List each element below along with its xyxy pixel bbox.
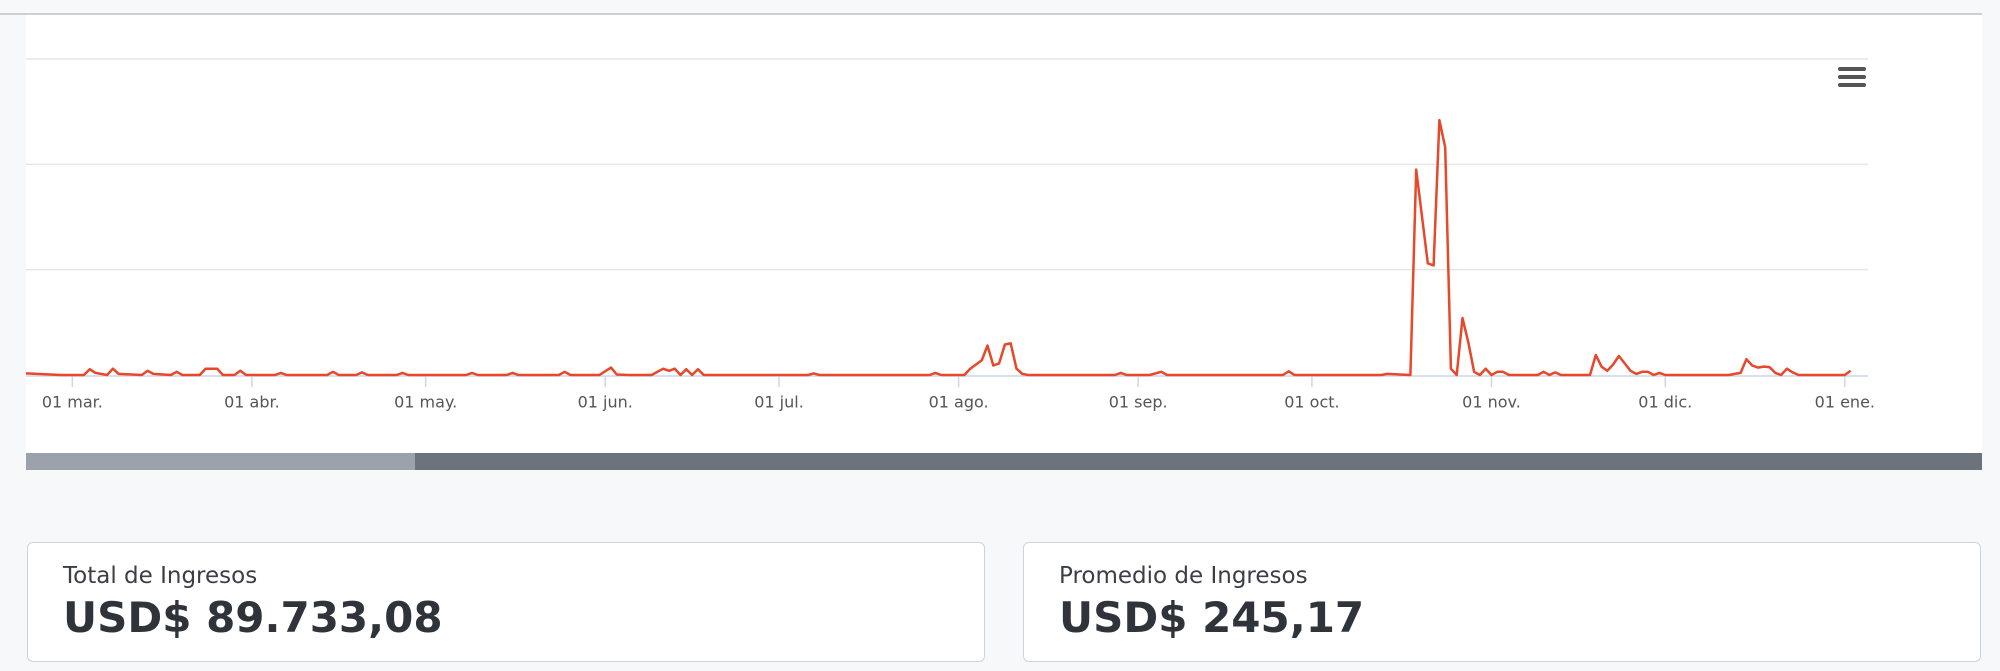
x-tick-label: 01 dic.: [1638, 393, 1692, 412]
chart-background: [26, 14, 1982, 470]
x-tick-label: 01 may.: [394, 393, 457, 412]
menu-bar: [1838, 67, 1866, 71]
x-tick-label: 01 sep.: [1109, 393, 1168, 412]
x-tick-label: 01 ago.: [929, 393, 989, 412]
card: Total de Ingresos USD$ 89.733,08: [27, 542, 985, 662]
menu-bar: [1838, 83, 1866, 87]
menu-bar: [1838, 75, 1866, 79]
card: Promedio de Ingresos USD$ 245,17: [1023, 542, 1981, 662]
x-tick-label: 01 nov.: [1462, 393, 1521, 412]
x-tick-label: 01 oct.: [1284, 393, 1339, 412]
x-tick-label: 01 mar.: [42, 393, 103, 412]
navigator-track[interactable]: [26, 453, 1982, 470]
x-tick-label: 01 abr.: [224, 393, 280, 412]
menu-button[interactable]: [1838, 67, 1866, 87]
navigator-handle[interactable]: [26, 453, 415, 470]
card-value: USD$ 245,17: [1059, 593, 1365, 642]
card-label: Promedio de Ingresos: [1059, 563, 1308, 589]
card-label: Total de Ingresos: [63, 563, 258, 589]
line: [25, 118, 1852, 377]
x-tick-label: 01 jul.: [754, 393, 804, 412]
x-tick-label: 01 jun.: [578, 393, 633, 412]
chart: 01 mar. 01 abr. 01 may. 01 jun. 01 jul. 01 ag…: [0, 13, 1982, 470]
x-tick-label: 01 ene.: [1815, 393, 1875, 412]
card-value: USD$ 89.733,08: [63, 593, 443, 642]
